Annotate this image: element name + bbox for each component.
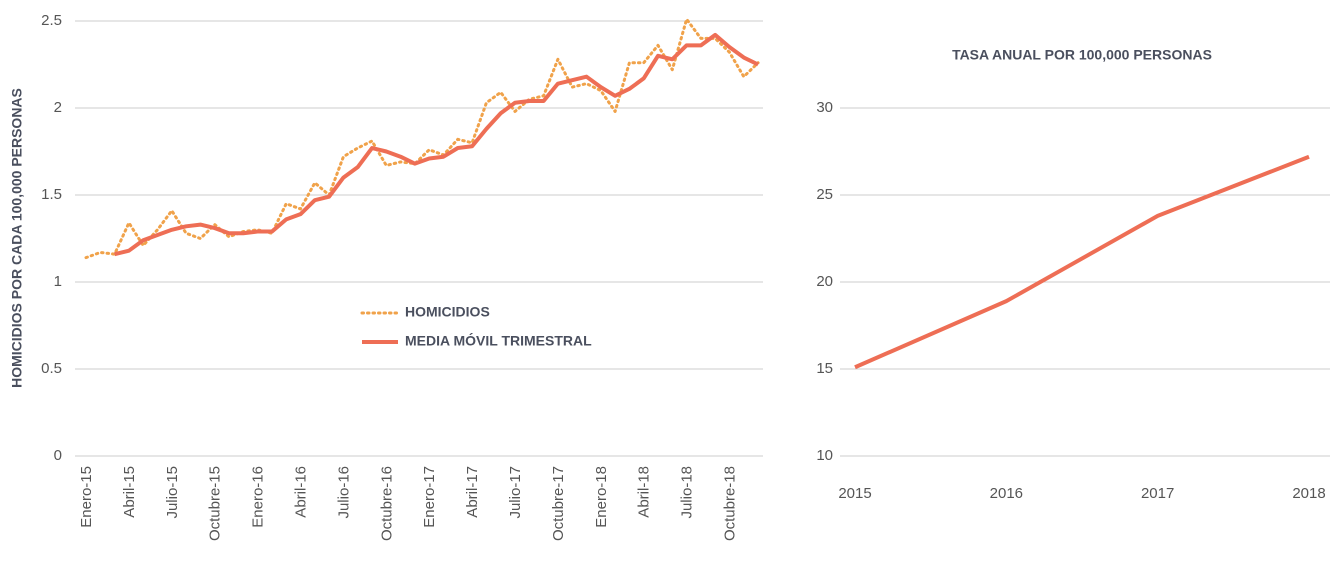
x-tick-label: Enero-18 [593,466,610,528]
y-tick-label: 0.5 [41,360,62,377]
x-tick-label: Octubre-15 [207,466,224,541]
series-line [84,17,760,260]
x-tick-label: 2015 [838,485,871,502]
y-axis-label: HOMICIDIOS POR CADA 100,000 PERSONAS [9,88,25,388]
legend-label: HOMICIDIOS [405,304,490,320]
x-tick-label: Octubre-17 [550,466,567,541]
legend-label: MEDIA MÓVIL TRIMESTRAL [405,332,592,349]
chart-title: TASA ANUAL POR 100,000 PERSONAS [952,47,1212,63]
x-tick-label: Enero-16 [250,466,267,528]
y-tick-label: 2.5 [41,12,62,29]
x-tick-label: 2018 [1292,485,1325,502]
y-tick-label: 2 [54,99,62,116]
y-tick-label: 15 [816,360,833,377]
y-tick-label: 10 [816,447,833,464]
x-tick-label: Abril-16 [292,466,309,518]
y-tick-label: 30 [816,99,833,116]
y-tick-label: 1.5 [41,186,62,203]
x-tick-label: Julio-15 [164,466,181,519]
x-tick-label: Octubre-18 [721,466,738,541]
x-tick-label: Abril-18 [636,466,653,518]
x-tick-label: Abril-15 [121,466,138,518]
series-line [854,154,1310,370]
x-tick-label: 2016 [990,485,1023,502]
y-tick-label: 1 [54,273,62,290]
x-tick-label: Julio-16 [335,466,352,519]
x-tick-label: Abril-17 [464,466,481,518]
y-tick-label: 25 [816,186,833,203]
x-tick-label: Octubre-16 [378,466,395,541]
x-tick-label: Julio-17 [507,466,524,519]
series-line [114,32,759,257]
y-tick-label: 20 [816,273,833,290]
x-tick-label: 2017 [1141,485,1174,502]
y-tick-label: 0 [54,447,62,464]
x-tick-label: Enero-17 [421,466,438,528]
x-tick-label: Enero-15 [78,466,95,528]
x-tick-label: Julio-18 [679,466,696,519]
